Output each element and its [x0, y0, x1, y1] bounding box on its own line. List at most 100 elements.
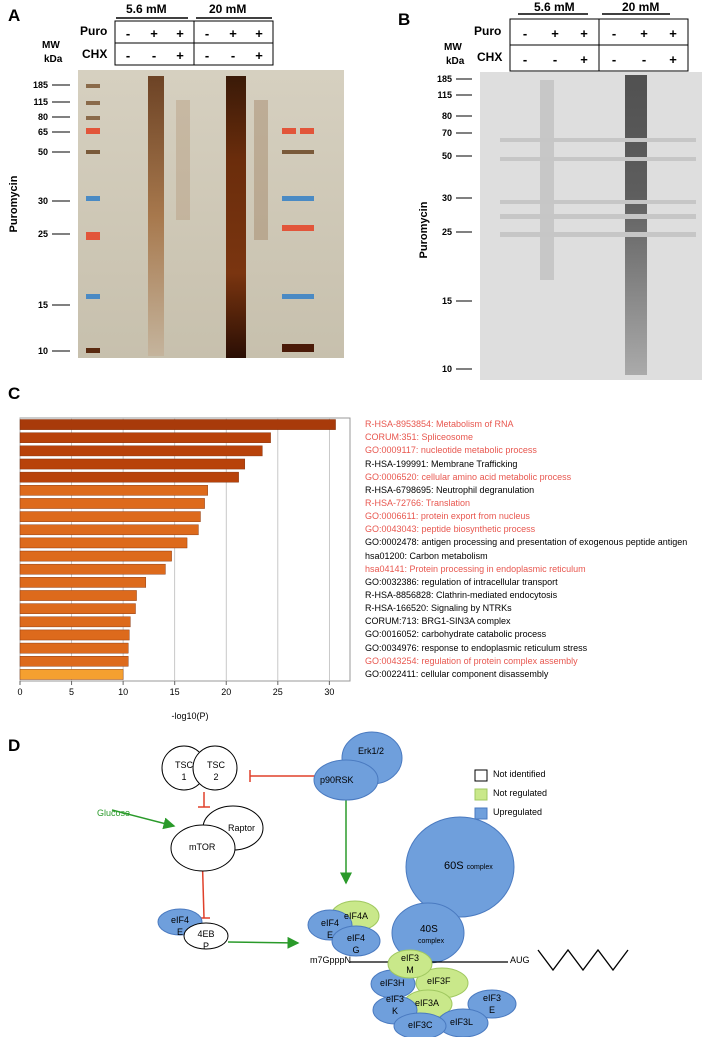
eif4e-label: eIF4 E — [320, 918, 339, 940]
panel-a-marker-65: 65 — [37, 127, 48, 137]
60s-label-sub: complex — [466, 864, 493, 871]
panel-b-mw-label: MW — [444, 42, 462, 53]
bar — [19, 458, 246, 470]
panel-a-marker-10: 10 — [37, 346, 48, 356]
panel-c-xlabel: -log10(P) — [171, 711, 209, 721]
panel-a-marker-15: 15 — [37, 300, 48, 310]
panel-b-lane-puro-low — [540, 80, 554, 280]
bar — [19, 629, 130, 641]
panel-a-chx-2: - — [151, 48, 157, 63]
panel-a-chx-4: - — [204, 48, 210, 63]
panel-b-bands — [500, 138, 696, 237]
panel-b-chx-label: CHX — [477, 50, 503, 64]
60s-label-text: 60S — [444, 860, 464, 872]
panel-d-letter: D — [8, 736, 21, 755]
eif3m-label: eIF3 M — [400, 953, 419, 975]
60s-node — [405, 816, 515, 918]
eif3f-label: eIF3F — [427, 976, 451, 986]
bar — [19, 563, 166, 575]
term-label: GO:0043254: regulation of protein comple… — [365, 655, 578, 666]
panel-b-blot-figure — [456, 13, 702, 380]
panel-b-chx-5: - — [641, 52, 647, 67]
panel-a-mw-label: MW — [42, 40, 60, 51]
panel-a-puro-5: + — [229, 26, 237, 41]
tsc2-node — [192, 745, 238, 791]
legend-upregulated-swatch — [474, 807, 488, 820]
4ebp-label: 4EB P — [197, 929, 215, 951]
panel-b-chx-1: - — [522, 52, 528, 67]
eif3h-label: eIF3H — [380, 978, 405, 988]
term-label: R-HSA-8953854: Metabolism of RNA — [365, 419, 514, 430]
panel-b-letter: B — [398, 10, 411, 29]
panel-a-lane-chx-high — [254, 100, 268, 240]
bar — [19, 471, 239, 483]
panel-b-marker-10: 10 — [441, 364, 452, 374]
p90rsk-node — [313, 759, 379, 801]
bar — [19, 511, 201, 522]
panel-a-lane-puro-high — [226, 76, 246, 358]
eif4g-label: eIF4 G — [346, 933, 365, 955]
term-label: CORUM:351: Spliceosome — [365, 432, 474, 443]
panel-a-chx-6: + — [255, 48, 263, 63]
term-label: GO:0006520: cellular amino acid metaboli… — [365, 471, 572, 482]
bar — [19, 485, 208, 496]
panel-b-mw-ticks — [456, 78, 472, 370]
eif4g-node — [331, 925, 381, 957]
erk-label: Erk1/2 — [358, 746, 385, 756]
mtor-label: mTOR — [189, 842, 216, 852]
x-tick-label: 30 — [324, 687, 335, 697]
40s-sub-label: complex — [418, 938, 445, 945]
panel-a-chx-3: + — [176, 48, 184, 63]
bar — [19, 537, 188, 549]
panel-a-marker-lane-left — [86, 84, 100, 353]
eif3c-label: eIF3C — [408, 1020, 433, 1030]
eif3k-label: eIF3 K — [385, 994, 404, 1016]
term-label: hsa01200: Carbon metabolism — [365, 550, 488, 561]
term-label: GO:0043043: peptide biosynthetic process — [365, 524, 536, 535]
legend-not-identified-swatch — [474, 769, 488, 782]
panel-b-lane-puro-high — [625, 75, 647, 375]
term-label: GO:0006611: protein export from nucleus — [365, 511, 530, 522]
term-label: GO:0034976: response to endoplasmic reti… — [365, 642, 588, 653]
aug-label: AUG — [510, 955, 530, 965]
tsc1-label: TSC 1 — [175, 760, 193, 782]
cap-label: m7GpppN — [310, 955, 352, 965]
term-label: GO:0022411: cellular component disassemb… — [365, 668, 549, 679]
panel-b-puro-3: + — [580, 26, 588, 41]
panel-b-puro-5: + — [640, 26, 648, 41]
panel-a-puro-3: + — [176, 26, 184, 41]
glucose-activates-mtor — [111, 809, 176, 830]
term-label: hsa04141: Protein processing in endoplas… — [365, 563, 586, 574]
x-tick-label: 25 — [272, 687, 283, 697]
eif4e-left-label: eIF4 E — [170, 915, 189, 937]
panel-a-conc-low: 5.6 mM — [126, 2, 167, 16]
term-label: GO:0002478: antigen processing and prese… — [365, 537, 688, 548]
glucose-label: Glucose — [97, 808, 131, 818]
legend-upregulated-label: Upregulated — [493, 807, 543, 817]
panel-b-puro-4: - — [611, 26, 617, 41]
panel-b-chx-2: - — [552, 52, 558, 67]
panel-a-chx-label: CHX — [82, 47, 108, 61]
panel-b-puro-6: + — [669, 26, 677, 41]
term-label: R-HSA-199991: Membrane Trafficking — [365, 458, 518, 469]
panel-a-puro-1: - — [125, 26, 131, 41]
term-label: R-HSA-166520: Signaling by NTRKs — [365, 603, 512, 614]
bar — [19, 669, 124, 680]
raptor-label: Raptor — [228, 823, 256, 833]
bar — [19, 524, 199, 536]
panel-a-conc-high: 20 mM — [209, 2, 247, 16]
40s-label: 40S — [420, 924, 438, 935]
bar — [19, 498, 205, 509]
panel-a-marker-25: 25 — [37, 229, 48, 239]
eif4a-label: eIF4A — [344, 911, 369, 921]
panel-b-marker-15: 15 — [441, 296, 452, 306]
panel-a-letter: A — [8, 6, 21, 25]
panel-b-marker-25: 25 — [441, 227, 452, 237]
panel-a-marker-30: 30 — [37, 196, 48, 206]
panel-b-marker-50: 50 — [441, 151, 452, 161]
eif3a-label: eIF3A — [415, 998, 440, 1008]
60s-label: 60S complex — [444, 860, 493, 872]
bar — [19, 419, 336, 430]
bar — [19, 445, 263, 457]
panel-b-marker-115: 115 — [437, 90, 452, 100]
